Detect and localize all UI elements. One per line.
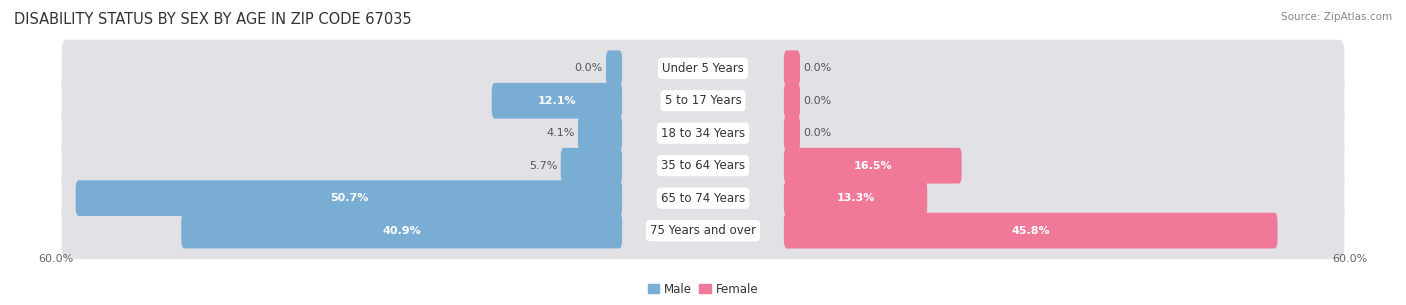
Text: 12.1%: 12.1% [537,96,576,106]
FancyBboxPatch shape [561,148,621,184]
FancyBboxPatch shape [62,72,1344,129]
FancyBboxPatch shape [62,202,1344,259]
FancyBboxPatch shape [62,170,1344,227]
FancyBboxPatch shape [62,137,1344,194]
Legend: Male, Female: Male, Female [643,278,763,300]
Text: DISABILITY STATUS BY SEX BY AGE IN ZIP CODE 67035: DISABILITY STATUS BY SEX BY AGE IN ZIP C… [14,12,412,27]
Text: 18 to 34 Years: 18 to 34 Years [661,127,745,140]
Text: 0.0%: 0.0% [803,128,831,138]
Text: 5.7%: 5.7% [529,161,558,171]
Text: 45.8%: 45.8% [1011,226,1050,236]
Text: 13.3%: 13.3% [837,193,875,203]
Text: 4.1%: 4.1% [547,128,575,138]
Text: 5 to 17 Years: 5 to 17 Years [665,94,741,107]
Text: Under 5 Years: Under 5 Years [662,62,744,75]
Text: 50.7%: 50.7% [330,193,368,203]
Text: 0.0%: 0.0% [803,63,831,73]
FancyBboxPatch shape [785,115,800,151]
FancyBboxPatch shape [181,213,621,249]
FancyBboxPatch shape [785,83,800,119]
FancyBboxPatch shape [62,40,1344,97]
FancyBboxPatch shape [492,83,621,119]
FancyBboxPatch shape [785,213,1278,249]
Text: 40.9%: 40.9% [382,226,420,236]
Text: 0.0%: 0.0% [575,63,603,73]
Text: 35 to 64 Years: 35 to 64 Years [661,159,745,172]
FancyBboxPatch shape [76,180,621,216]
FancyBboxPatch shape [578,115,621,151]
Text: Source: ZipAtlas.com: Source: ZipAtlas.com [1281,12,1392,22]
Text: 75 Years and over: 75 Years and over [650,224,756,237]
Text: 16.5%: 16.5% [853,161,891,171]
FancyBboxPatch shape [62,105,1344,162]
FancyBboxPatch shape [785,50,800,86]
Text: 65 to 74 Years: 65 to 74 Years [661,192,745,205]
FancyBboxPatch shape [785,180,927,216]
FancyBboxPatch shape [785,148,962,184]
FancyBboxPatch shape [606,50,621,86]
Text: 0.0%: 0.0% [803,96,831,106]
